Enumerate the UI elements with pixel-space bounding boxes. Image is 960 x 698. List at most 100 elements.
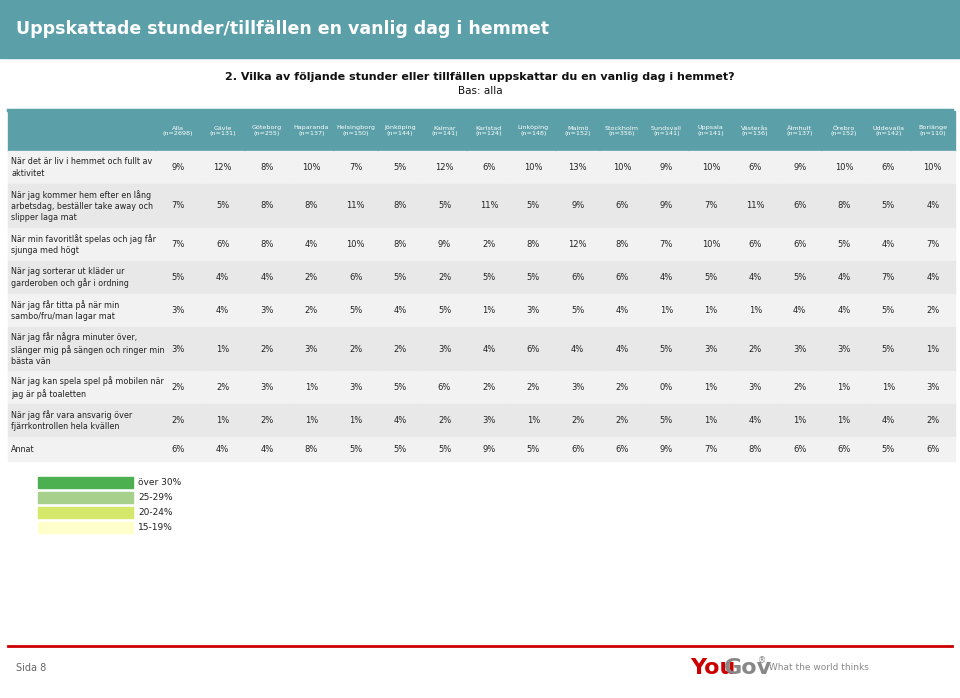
Text: 12%: 12% [568, 240, 587, 249]
Text: Bas: alla: Bas: alla [458, 86, 502, 96]
Bar [378, 437, 421, 461]
Bar [688, 437, 732, 461]
Text: 2%: 2% [260, 416, 274, 425]
Bar [245, 261, 289, 294]
Text: 3%: 3% [304, 345, 318, 353]
Bar [467, 111, 511, 151]
Text: 1%: 1% [660, 306, 673, 315]
Text: 3%: 3% [837, 345, 851, 353]
Text: 6%: 6% [216, 240, 229, 249]
Text: 3%: 3% [482, 416, 495, 425]
Text: Alla
(n=2698): Alla (n=2698) [163, 126, 194, 137]
Text: 2%: 2% [527, 383, 540, 392]
Bar [8, 228, 155, 261]
Text: 10%: 10% [702, 240, 720, 249]
Bar [644, 327, 688, 371]
Bar [422, 371, 467, 404]
Bar [911, 437, 954, 461]
Text: 9%: 9% [660, 445, 673, 454]
Text: 5%: 5% [394, 163, 407, 172]
Bar [245, 228, 289, 261]
Text: 1%: 1% [705, 383, 717, 392]
Bar [511, 151, 555, 184]
Text: 6%: 6% [349, 273, 363, 282]
Text: 8%: 8% [260, 240, 274, 249]
Bar [333, 151, 377, 184]
Text: Jönköping
(n=144): Jönköping (n=144) [384, 126, 416, 137]
Bar [556, 111, 599, 151]
Bar [511, 184, 555, 228]
Bar [422, 228, 467, 261]
Text: 9%: 9% [660, 163, 673, 172]
Text: 1%: 1% [705, 416, 717, 425]
Bar [333, 327, 377, 371]
Bar [778, 228, 822, 261]
Text: 5%: 5% [882, 306, 895, 315]
Bar [600, 228, 644, 261]
Bar [201, 437, 244, 461]
Text: 5%: 5% [571, 306, 585, 315]
Text: 5%: 5% [438, 202, 451, 211]
Text: 25-29%: 25-29% [138, 493, 173, 502]
Bar [511, 404, 555, 437]
Bar [201, 404, 244, 437]
Bar [822, 151, 866, 184]
Text: 3%: 3% [749, 383, 762, 392]
Text: Borlänge
(n=110): Borlänge (n=110) [919, 126, 948, 137]
Bar [911, 151, 954, 184]
Text: 5%: 5% [660, 416, 673, 425]
Bar [201, 111, 244, 151]
Bar [378, 111, 421, 151]
Text: 5%: 5% [438, 445, 451, 454]
Text: 4%: 4% [926, 202, 940, 211]
Text: 6%: 6% [837, 445, 851, 454]
Bar [422, 184, 467, 228]
Bar [467, 184, 511, 228]
Text: 7%: 7% [172, 240, 185, 249]
Text: Sida 8: Sida 8 [16, 663, 46, 673]
Bar [511, 327, 555, 371]
Text: 5%: 5% [482, 273, 495, 282]
Text: 10%: 10% [835, 163, 853, 172]
Bar [201, 371, 244, 404]
Bar [156, 184, 200, 228]
Text: 6%: 6% [615, 202, 629, 211]
Text: 4%: 4% [216, 445, 229, 454]
Bar [688, 151, 732, 184]
Bar [822, 294, 866, 327]
Text: 5%: 5% [216, 202, 229, 211]
Bar [733, 437, 777, 461]
Bar [333, 404, 377, 437]
Text: 8%: 8% [749, 445, 762, 454]
Bar [688, 261, 732, 294]
Text: 9%: 9% [482, 445, 495, 454]
Bar [378, 228, 421, 261]
Bar [600, 437, 644, 461]
Text: 9%: 9% [793, 163, 806, 172]
Bar [378, 151, 421, 184]
Text: När jag får några minuter över,
slänger mig på sängen och ringer min
bästa vän: När jag får några minuter över, slänger … [11, 332, 164, 366]
Text: 11%: 11% [746, 202, 764, 211]
Text: 6%: 6% [438, 383, 451, 392]
Bar [422, 294, 467, 327]
Text: 2%: 2% [615, 416, 629, 425]
Text: 6%: 6% [571, 273, 585, 282]
Bar [333, 184, 377, 228]
Text: Uppskattade stunder/tillfällen en vanlig dag i hemmet: Uppskattade stunder/tillfällen en vanlig… [16, 20, 549, 38]
Text: 4%: 4% [260, 273, 274, 282]
Text: 4%: 4% [394, 306, 407, 315]
Text: 2%: 2% [482, 240, 495, 249]
Text: 10%: 10% [524, 163, 542, 172]
Text: 7%: 7% [349, 163, 363, 172]
Bar [156, 111, 200, 151]
Bar [556, 327, 599, 371]
Bar [156, 294, 200, 327]
Bar [422, 404, 467, 437]
Text: 6%: 6% [793, 445, 806, 454]
Text: 7%: 7% [172, 202, 185, 211]
Bar [201, 261, 244, 294]
Bar [38, 507, 133, 518]
Text: 6%: 6% [749, 240, 762, 249]
Text: 5%: 5% [394, 383, 407, 392]
Bar [688, 327, 732, 371]
